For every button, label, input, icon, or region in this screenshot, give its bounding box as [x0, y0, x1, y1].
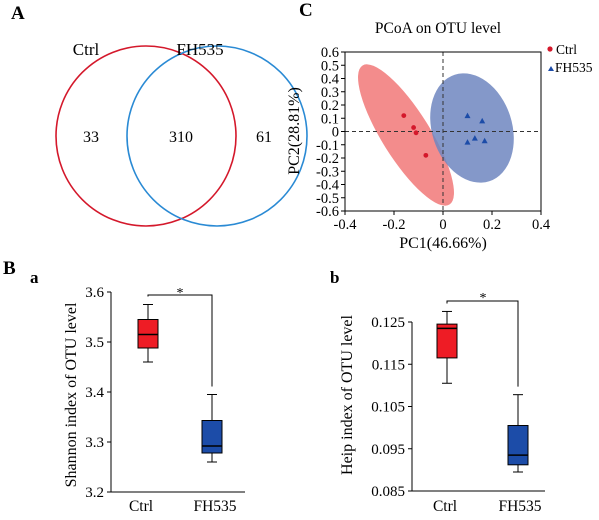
pcoa-x-tick-label: -0.2 [383, 217, 406, 233]
pcoa-y-tick-label: 0.5 [321, 58, 339, 74]
pcoa-y-tick-label: -0.2 [316, 151, 339, 167]
pcoa-point-ctrl-3 [413, 130, 419, 136]
shannon-fh535-box [201, 420, 223, 454]
venn-fh535-only-count: 61 [256, 129, 272, 146]
heip-y-tick-label: 0.115 [372, 357, 405, 373]
pcoa-x-tick-label: 0.4 [532, 217, 551, 233]
pcoa-x-axis: -0.4 -0.2 0 0.2 0.4 [334, 211, 551, 233]
heip-y-tick-label: 0.105 [371, 400, 405, 416]
heip-significance-bracket [446, 300, 519, 387]
pcoa-point-fh535-3 [471, 135, 478, 141]
heip-significance-marker: * [480, 291, 487, 306]
heip-y-tick-label: 0.095 [371, 442, 405, 458]
heip-x-tick-fh535: FH535 [498, 498, 541, 515]
heip-y-axis-label: Heip index of OTU level [339, 314, 356, 475]
heip-fh535-box [507, 425, 529, 466]
pcoa-point-fh535-5 [481, 137, 488, 144]
panel-letter-a-upper: A [11, 3, 25, 24]
pcoa-y-tick-label: 0.6 [321, 45, 339, 61]
shannon-y-tick-label: 3.4 [85, 385, 104, 401]
shannon-boxplot: 3.6 3.5 3.4 3.3 3.2 Shannon index of OTU lev… [63, 285, 245, 515]
pcoa-y-tick-label: -0.6 [316, 204, 339, 220]
heip-boxplot: 0.125 0.115 0.105 0.095 0.085 Heip index of … [339, 291, 545, 515]
pcoa-legend-fh535-label: FH535 [555, 60, 593, 75]
pcoa-chart: PCoA on OTU level 0.60.50.40.30.20.10-0.… [286, 20, 593, 252]
pcoa-y-tick-label: -0.1 [316, 138, 339, 154]
pcoa-points [401, 112, 488, 158]
shannon-x-tick-ctrl: Ctrl [129, 498, 153, 515]
pcoa-point-ctrl-1 [401, 113, 407, 118]
pcoa-y-axis-label: PC2(28.81%) [286, 87, 303, 175]
pcoa-point-fh535-2 [479, 117, 486, 124]
panel-letter-a-lower: a [30, 268, 39, 287]
heip-ctrl-box [436, 323, 458, 359]
pcoa-title: PCoA on OTU level [375, 20, 501, 37]
pcoa-ctrl-ellipse [358, 64, 454, 206]
shannon-significance-marker: * [177, 286, 184, 301]
panel-letter-b-lower: b [330, 268, 339, 287]
pcoa-point-fh535-1 [464, 112, 471, 119]
panel-letter-b-upper: B [3, 258, 16, 279]
pcoa-y-tick-label: 0.2 [321, 98, 339, 114]
venn-diagram: Ctrl FH535 33 310 61 [55, 40, 308, 227]
shannon-y-tick-label: 3.5 [85, 335, 104, 351]
shannon-y-tick-label: 3.3 [85, 435, 104, 451]
pcoa-x-tick-label: 0.2 [483, 217, 501, 233]
shannon-y-tick-label: 3.6 [85, 285, 104, 301]
pcoa-y-tick-label: 0 [332, 125, 339, 141]
pcoa-y-tick-label: -0.3 [316, 164, 339, 180]
pcoa-fh535-ellipse [430, 73, 514, 183]
shannon-significance-bracket [147, 294, 213, 387]
pcoa-point-ctrl-4 [423, 152, 429, 158]
pcoa-legend: Ctrl FH535 [547, 42, 593, 75]
venn-ctrl-label: Ctrl [73, 40, 100, 59]
heip-y-tick-label: 0.125 [371, 315, 405, 331]
pcoa-x-axis-label: PC1(46.66%) [399, 235, 487, 252]
shannon-y-axis-label: Shannon index of OTU level [63, 302, 80, 487]
pcoa-x-tick-label: 0 [439, 217, 446, 233]
pcoa-y-tick-label: 0.1 [321, 111, 339, 127]
heip-x-tick-ctrl: Ctrl [433, 498, 457, 515]
pcoa-x-tick-label: -0.4 [334, 217, 358, 233]
pcoa-point-fh535-4 [464, 139, 471, 145]
pcoa-y-tick-label: -0.5 [316, 191, 339, 207]
shannon-y-tick-label: 3.2 [85, 485, 104, 501]
panel-letter-c: C [299, 0, 313, 21]
heip-y-tick-label: 0.085 [371, 484, 405, 500]
pcoa-legend-ctrl-label: Ctrl [556, 42, 577, 57]
venn-fh535-label: FH535 [176, 40, 223, 59]
venn-ctrl-circle [55, 45, 237, 227]
pcoa-point-ctrl-2 [411, 125, 416, 130]
shannon-x-tick-fh535: FH535 [193, 498, 236, 515]
venn-fh535-circle [126, 45, 308, 227]
venn-ctrl-only-count: 33 [83, 129, 99, 146]
pcoa-y-axis: 0.60.50.40.30.20.10-0.1-0.2-0.3-0.4-0.5-… [316, 45, 345, 220]
pcoa-legend-fh535-marker [548, 66, 554, 71]
pcoa-y-tick-label: 0.3 [321, 85, 339, 101]
venn-intersection-count: 310 [169, 129, 193, 146]
pcoa-legend-ctrl-marker [547, 46, 553, 52]
pcoa-y-tick-label: -0.4 [316, 178, 340, 194]
pcoa-y-tick-label: 0.4 [321, 72, 340, 88]
